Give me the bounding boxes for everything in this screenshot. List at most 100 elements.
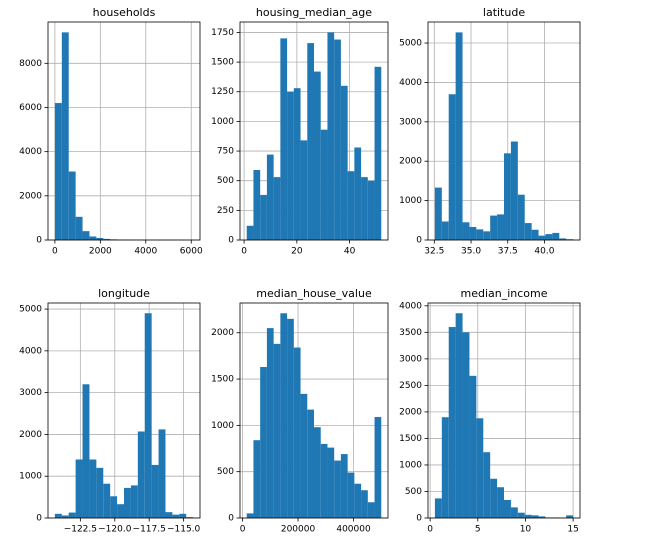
bar [158,429,166,518]
bar [497,487,504,518]
y-tick-label: 1000 [399,196,422,206]
bar [82,384,90,518]
y-tick-label: 5000 [19,305,42,315]
bar [300,140,308,240]
bar [75,216,83,240]
bar [320,129,328,240]
bar [103,238,111,240]
chart-title: housing_median_age [256,6,372,19]
bar [151,464,159,518]
bar [273,177,281,240]
bar [110,496,118,518]
x-tick-label: −120.0 [98,525,132,535]
y-tick-label: 0 [228,236,234,246]
x-tick-label: 5 [475,525,481,535]
y-tick-label: 500 [405,487,422,497]
bar [327,447,335,518]
bar [287,318,294,518]
bar [367,502,375,518]
bar [552,232,560,240]
bar [497,214,504,240]
axes-frame [427,21,581,241]
bar [483,452,491,518]
chart-title: latitude [483,6,525,19]
bar [54,103,62,240]
bar [367,180,375,240]
bar [186,517,194,518]
bar [455,313,463,518]
bar [334,39,341,240]
bar [253,170,261,240]
axes-frame [239,302,389,519]
x-tick-label: 0 [52,247,58,257]
y-tick-label: 2000 [211,328,234,338]
y-tick-label: 1000 [19,472,42,482]
y-tick-label: 2000 [399,407,422,417]
bar [340,454,348,518]
bar [144,313,152,518]
chart-title: median_income [460,287,547,300]
bar [524,223,532,240]
bar [266,328,274,518]
y-tick-label: 1750 [211,28,234,38]
x-tick-label: 32.5 [424,247,444,257]
bar [490,478,498,518]
bar [314,427,321,518]
bar [68,171,76,240]
y-tick-label: 6000 [19,103,42,113]
bar [307,43,314,241]
bar [374,417,382,518]
bar [137,431,145,518]
bar [246,513,254,518]
bar [510,141,518,240]
bar [68,512,76,518]
x-tick-label: 4000 [134,247,157,257]
y-tick-label: 0 [36,236,42,246]
y-tick-label: 3000 [399,354,422,364]
bar [354,147,362,240]
bar [307,409,314,518]
bar [545,234,553,240]
bar [469,375,477,518]
bar [103,483,111,518]
bar [124,487,131,518]
bar [434,187,442,240]
bar [361,490,368,518]
x-tick-label: −117.5 [133,525,166,535]
bar [531,515,539,518]
bar [434,498,442,518]
y-tick-label: 4000 [399,78,422,88]
y-tick-label: 1000 [211,421,234,431]
y-tick-label: 1000 [211,117,234,127]
y-tick-label: 2000 [399,157,422,167]
bar [117,504,124,518]
y-tick-label: 0 [416,236,422,246]
bar [517,512,525,518]
bar [524,514,532,518]
x-tick-label: 0 [240,525,246,535]
y-tick-label: 2000 [19,430,42,440]
bar [455,32,463,240]
y-tick-label: 750 [217,147,234,157]
bar [559,238,567,240]
bar [462,222,470,240]
bar [300,393,308,518]
bar [320,443,328,518]
y-tick-label: 3000 [19,388,42,398]
y-tick-label: 2500 [399,381,422,391]
x-tick-label: 0 [427,525,433,535]
axes-frame [47,302,201,519]
bar [61,515,69,518]
bar [462,332,470,518]
y-tick-label: 1500 [399,434,422,444]
y-tick-label: 1250 [211,87,234,97]
x-tick-label: 2000 [89,247,112,257]
bar [490,215,498,240]
bar [266,154,274,240]
bar [61,32,69,240]
bar [260,367,267,518]
x-tick-label: 6000 [180,247,203,257]
y-tick-label: 4000 [19,346,42,356]
bar [96,467,104,518]
